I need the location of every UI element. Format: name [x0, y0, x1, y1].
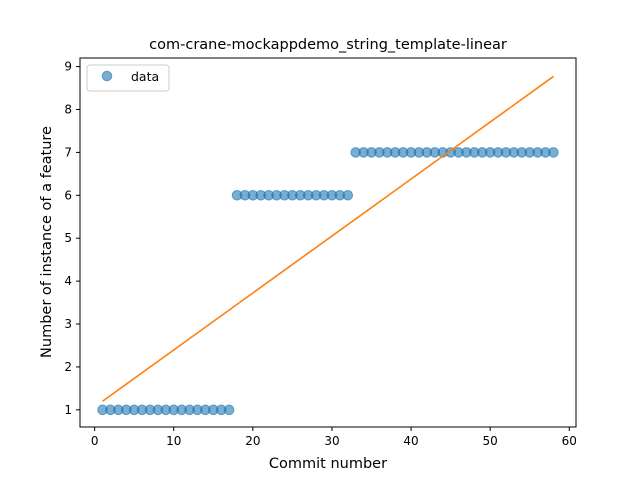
y-tick-label: 7 — [64, 145, 72, 159]
legend-label-data: data — [131, 69, 159, 84]
y-tick-label: 5 — [64, 231, 72, 245]
legend: data — [86, 64, 170, 92]
y-tick-label: 3 — [64, 317, 72, 331]
fit-line — [102, 75, 554, 402]
chart-title: com-crane-mockappdemo_string_template-li… — [149, 37, 507, 53]
y-tick-label: 6 — [64, 188, 72, 202]
x-tick-label: 50 — [483, 434, 498, 448]
y-tick-label: 8 — [64, 102, 72, 116]
x-tick-label: 10 — [166, 434, 181, 448]
plot-frame — [79, 57, 577, 428]
y-tick-label: 4 — [64, 274, 72, 288]
data-point — [342, 190, 354, 201]
data-point — [223, 404, 235, 416]
y-axis-label: Number of instance of a feature — [39, 126, 55, 358]
y-tick-label: 1 — [64, 403, 72, 417]
x-tick-label: 20 — [245, 434, 260, 448]
axis-ticks: 0 10 20 30 40 50 60 1 2 3 4 5 6 7 8 9 — [64, 60, 577, 448]
y-tick-label: 2 — [64, 360, 72, 374]
y-tick-label: 9 — [64, 60, 72, 74]
x-tick-label: 60 — [562, 434, 577, 448]
plot-area — [97, 75, 559, 416]
x-tick-label: 40 — [403, 434, 418, 448]
legend-marker-data — [101, 70, 113, 82]
data-point — [548, 147, 559, 158]
x-tick-label: 0 — [91, 434, 99, 448]
x-axis-label: Commit number — [269, 456, 387, 472]
x-tick-label: 30 — [324, 434, 339, 448]
